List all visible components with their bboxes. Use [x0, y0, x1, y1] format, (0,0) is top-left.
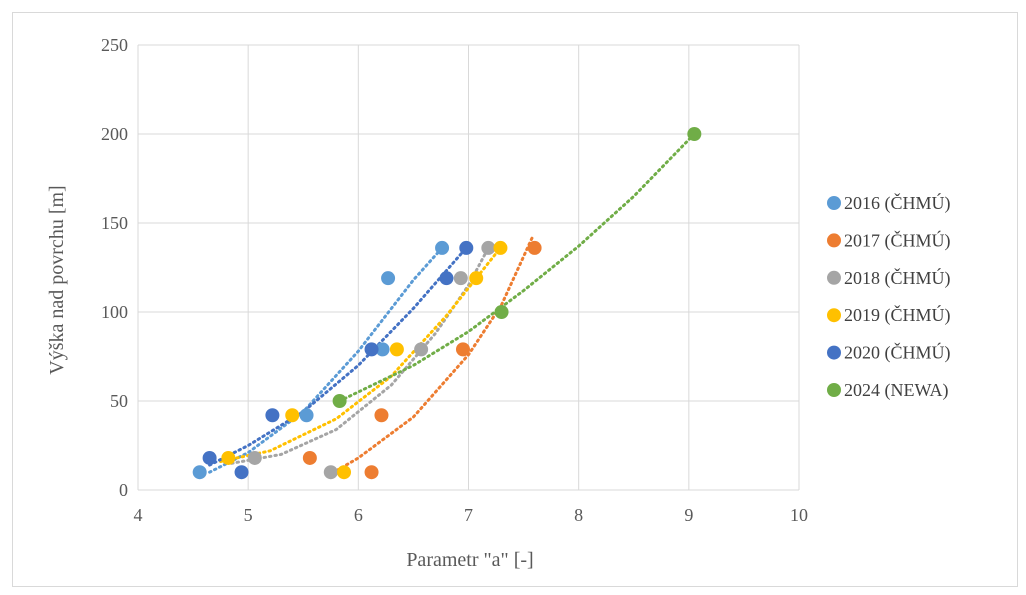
x-tick-label: 7: [464, 505, 473, 525]
legend-marker: [827, 383, 841, 397]
data-point: [192, 465, 207, 480]
grid-lines: [137, 44, 800, 491]
trendline: [230, 246, 490, 465]
data-point: [493, 240, 508, 255]
x-tick-label: 6: [354, 505, 363, 525]
scatter-chart: 4 5 6 7 8 9 10 0 50 100 150 200 250 Parametr "a" [-…: [46, 35, 951, 571]
data-point: [374, 408, 389, 423]
data-point: [323, 465, 338, 480]
y-axis-title: Výška nad povrchu [m]: [46, 185, 68, 374]
trendline: [219, 246, 502, 463]
data-point: [265, 408, 280, 423]
data-point: [439, 271, 454, 286]
x-tick-label: 8: [574, 505, 583, 525]
data-point: [202, 450, 217, 465]
data-point: [247, 450, 262, 465]
data-point: [364, 342, 379, 357]
data-point: [414, 342, 429, 357]
data-point: [381, 271, 396, 286]
x-tick-label: 5: [244, 505, 253, 525]
y-tick-label: 0: [119, 480, 128, 500]
y-tick-label: 250: [101, 35, 128, 55]
x-axis-title: Parametr "a" [-]: [406, 549, 533, 571]
legend-marker: [827, 196, 841, 210]
data-point: [299, 408, 314, 423]
legend-label: 2018 (ČHMÚ): [844, 267, 951, 289]
legend-marker: [827, 308, 841, 323]
legend-label: 2016 (ČHMÚ): [844, 192, 951, 214]
data-point: [302, 450, 317, 465]
trendline: [208, 246, 468, 467]
data-point: [453, 271, 468, 286]
legend: 2016 (ČHMÚ) 2017 (ČHMÚ) 2018 (ČHMÚ) 2019 (Č…: [827, 192, 951, 401]
data-point: [527, 240, 542, 255]
y-tick-labels: 0 50 100 150 200 250: [101, 35, 128, 500]
data-point: [364, 465, 379, 480]
data-point: [469, 271, 484, 286]
legend-label: 2017 (ČHMÚ): [844, 229, 951, 251]
y-tick-label: 100: [101, 302, 128, 322]
data-point: [481, 240, 496, 255]
legend-label: 2024 (NEWA): [844, 380, 948, 401]
y-tick-label: 50: [110, 391, 128, 411]
x-tick-label: 9: [684, 505, 693, 525]
y-tick-label: 150: [101, 213, 128, 233]
x-tick-labels: 4 5 6 7 8 9 10: [134, 505, 809, 525]
legend-marker: [827, 345, 841, 360]
trendlines: [208, 132, 696, 478]
chart-frame: 4 5 6 7 8 9 10 0 50 100 150 200 250 Parametr "a" [-…: [12, 12, 1018, 587]
data-point: [285, 408, 300, 423]
trendline: [338, 132, 696, 403]
legend-marker: [827, 233, 841, 248]
data-point: [459, 240, 474, 255]
data-point: [221, 450, 236, 465]
legend-marker: [827, 270, 841, 285]
legend-label: 2020 (ČHMÚ): [844, 342, 951, 364]
data-point: [687, 127, 702, 141]
data-point: [375, 342, 390, 357]
data-point: [389, 342, 404, 357]
legend-label: 2019 (ČHMÚ): [844, 304, 951, 326]
trendline: [326, 235, 534, 478]
x-tick-label: 4: [134, 505, 143, 525]
trendline: [208, 246, 444, 474]
data-point: [494, 305, 509, 319]
data-point: [234, 465, 249, 480]
data-point: [332, 394, 347, 408]
x-tick-label: 10: [790, 505, 808, 525]
data-point: [455, 342, 470, 357]
data-point: [337, 465, 352, 480]
data-point: [435, 240, 450, 255]
y-tick-label: 200: [101, 124, 128, 144]
data-points: [192, 127, 702, 480]
